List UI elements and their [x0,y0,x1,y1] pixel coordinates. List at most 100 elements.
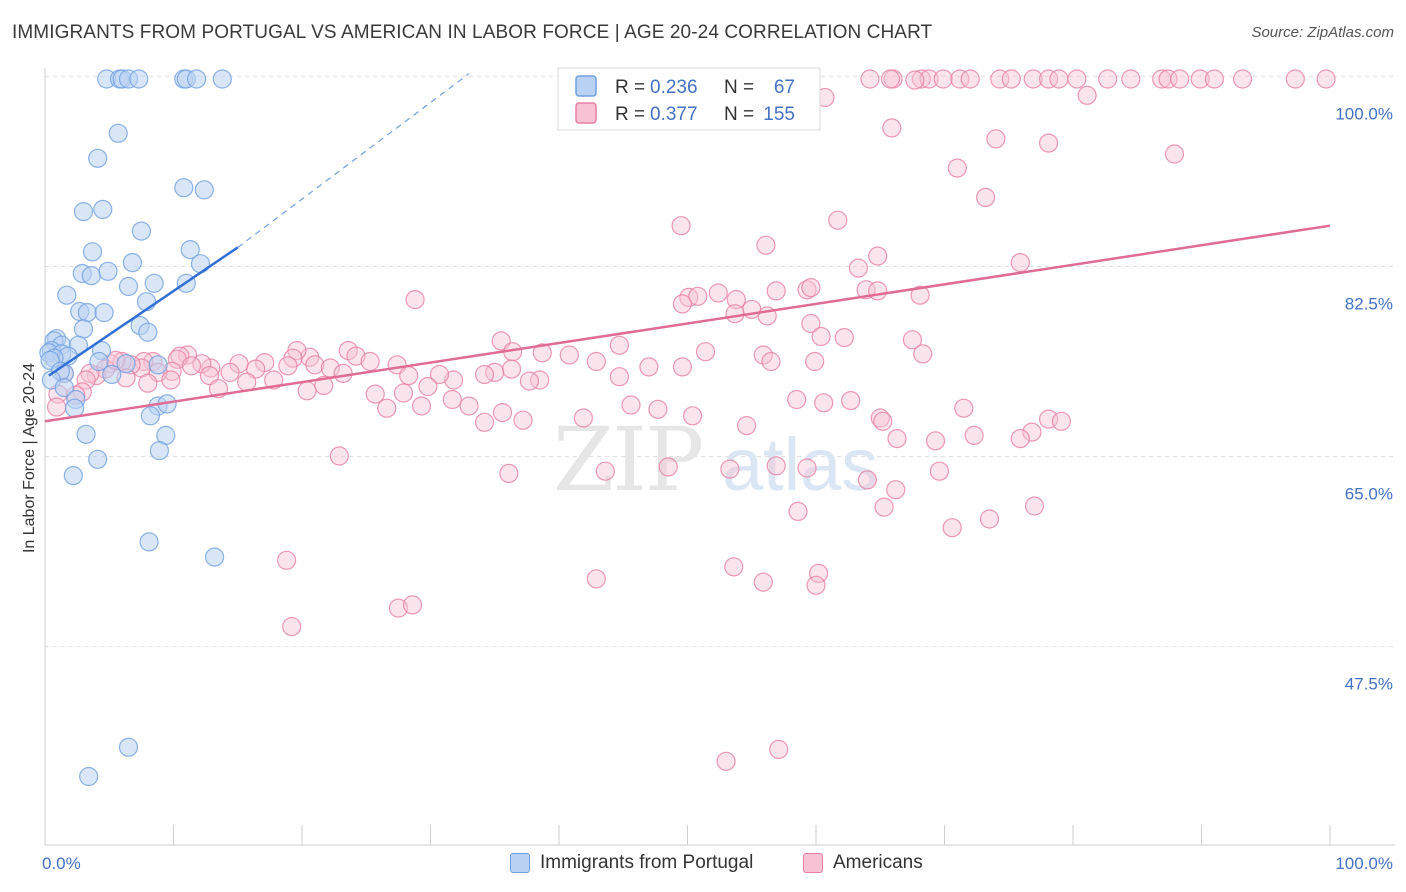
americans-point-169 [1024,496,1045,516]
americans-point-25 [905,70,925,90]
americans-point-73 [530,370,550,390]
americans-point-123 [199,366,220,386]
legend-swatch-portugal [510,853,530,873]
americans-point-16 [1158,69,1178,89]
americans-point-14 [1121,69,1141,89]
americans-point-152 [887,429,907,449]
americans-point-59 [753,345,773,365]
chart-source: Source: ZipAtlas.com [1251,24,1394,41]
portugal-points [39,69,232,787]
americans-point-84 [360,351,380,372]
portugal-trend-extension [237,73,470,248]
chart-title: IMMIGRANTS FROM PORTUGAL VS AMERICAN IN … [12,22,933,43]
americans-point-8 [1001,69,1021,89]
axes [44,68,1395,846]
americans-point-11 [1049,69,1069,89]
americans-point-23 [1077,85,1097,105]
americans-point-49 [405,290,425,310]
portugal-point-48 [148,355,168,375]
portugal-point-15 [131,221,151,241]
americans-point-72 [609,367,630,387]
legend-n-label-0: N = [724,77,754,98]
americans-point-148 [954,398,974,418]
portugal-point-58 [76,424,96,444]
americans-point-46 [801,278,821,298]
americans-point-70 [501,359,522,379]
y-tick-label-3: 47.5% [1345,675,1393,694]
americans-point-128 [314,375,334,395]
portugal-point-20 [81,266,101,286]
watermark-zip: ZIP [553,408,702,511]
legend-stats-swatch-1 [575,102,597,124]
americans-point-156 [329,446,349,466]
americans-point-158 [595,461,615,481]
portugal-point-4 [129,69,149,89]
portugal-point-24 [190,254,211,274]
americans-point-27 [882,118,902,138]
americans-point-55 [811,326,831,347]
portugal-trend-line [48,246,239,377]
americans-point-20 [1232,69,1253,89]
americans-point-171 [724,557,744,577]
americans-point-100 [167,349,187,369]
americans-point-47 [910,285,930,305]
americans-point-127 [297,381,317,401]
portugal-point-62 [63,466,83,486]
americans-point-163 [788,501,808,521]
americans-point-179 [282,616,302,637]
americans-point-146 [870,408,890,428]
americans-point-54 [801,313,821,334]
americans-point-21 [1285,69,1305,89]
americans-point-74 [519,371,540,391]
americans-point-91 [278,356,298,376]
portugal-point-30 [94,303,114,323]
americans-point-52 [725,304,745,324]
americans-point-44 [766,281,786,301]
americans-point-24 [880,69,901,89]
americans-point-140 [648,399,668,419]
portugal-point-47 [116,354,136,374]
portugal-point-9 [108,123,128,143]
americans-point-180 [716,751,736,771]
legend-item-portugal: Immigrants from Portugal [510,852,753,874]
portugal-point-61 [88,449,108,469]
americans-point-34 [756,235,776,255]
y-axis-label: In Labor Force | Age 20-24 [21,363,38,553]
americans-point-98 [178,345,198,365]
americans-point-147 [873,411,893,431]
americans-point-6 [960,69,980,89]
americans-point-150 [1051,411,1072,431]
americans-point-19 [1204,69,1225,89]
x-tick-label-0: 0.0% [42,854,81,873]
y-tick-labels: 100.0% 82.5% 65.0% 47.5% [1335,104,1393,693]
portugal-point-32 [138,322,158,342]
americans-point-161 [766,456,786,476]
americans-point-175 [586,569,606,589]
portugal-point-57 [140,406,160,426]
americans-point-60 [805,351,825,372]
americans-point-101 [181,356,202,376]
portugal-point-66 [79,766,99,787]
portugal-point-45 [89,351,109,372]
americans-point-129 [365,384,385,404]
legend-label-americans: Americans [833,852,923,873]
portugal-point-18 [122,253,142,273]
americans-point-13 [1098,69,1118,89]
americans-point-68 [639,357,659,377]
portugal-point-60 [149,441,169,461]
legend-stats: R = 0.236 N = 67 R = 0.377 N = 155 [557,67,821,131]
portugal-point-8 [212,69,232,89]
americans-point-3 [919,69,939,89]
x-tick-label-1: 100.0% [1335,854,1393,873]
americans-point-141 [682,406,703,426]
americans-point-138 [573,408,594,428]
americans-point-32 [828,210,848,230]
legend-r-label-0: R = [615,77,645,98]
americans-point-135 [474,412,495,432]
americans-point-22 [1316,69,1336,89]
americans-point-67 [672,357,693,377]
portugal-point-11 [73,202,94,222]
americans-point-139 [621,395,641,415]
americans-point-50 [672,294,693,314]
legend-swatch-americans [803,853,823,873]
